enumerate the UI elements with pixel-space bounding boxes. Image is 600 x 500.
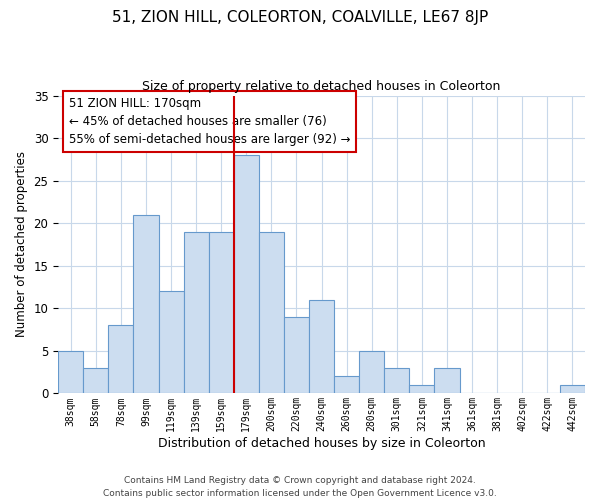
Bar [234,155,259,394]
Bar [560,385,585,394]
Text: Contains HM Land Registry data © Crown copyright and database right 2024.
Contai: Contains HM Land Registry data © Crown c… [103,476,497,498]
Y-axis label: Number of detached properties: Number of detached properties [15,152,28,338]
Bar [409,385,434,394]
Bar [184,232,209,394]
Bar [359,351,384,394]
X-axis label: Distribution of detached houses by size in Coleorton: Distribution of detached houses by size … [158,437,485,450]
Bar [259,232,284,394]
Bar [58,351,83,394]
Text: 51 ZION HILL: 170sqm
← 45% of detached houses are smaller (76)
55% of semi-detac: 51 ZION HILL: 170sqm ← 45% of detached h… [68,97,350,146]
Bar [83,368,109,394]
Title: Size of property relative to detached houses in Coleorton: Size of property relative to detached ho… [142,80,501,93]
Bar [284,317,309,394]
Bar [209,232,234,394]
Text: 51, ZION HILL, COLEORTON, COALVILLE, LE67 8JP: 51, ZION HILL, COLEORTON, COALVILLE, LE6… [112,10,488,25]
Bar [158,292,184,394]
Bar [309,300,334,394]
Bar [133,214,158,394]
Bar [434,368,460,394]
Bar [384,368,409,394]
Bar [109,326,133,394]
Bar [334,376,359,394]
